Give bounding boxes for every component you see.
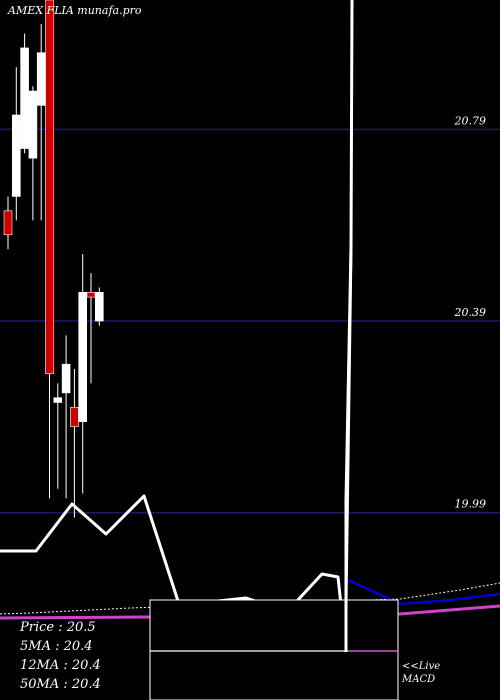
legend-5ma: 5MA : 20.4 [20, 639, 93, 654]
tick-label-0: 20.79 [454, 114, 487, 127]
candle-body-6 [53, 397, 63, 403]
candle-7 [61, 335, 71, 499]
candle-body-9 [78, 291, 87, 422]
candle-body-0 [3, 210, 13, 236]
candle-0 [3, 196, 13, 250]
legend: Price : 20.5 5MA : 20.4 12MA : 20.4 50MA… [20, 618, 101, 694]
candle-body-1 [12, 114, 21, 197]
candle-body-4 [36, 52, 46, 106]
candle-10 [86, 273, 96, 384]
legend-12ma: 12MA : 20.4 [20, 658, 101, 673]
legend-50ma: 50MA : 20.4 [20, 677, 101, 692]
candle-body-8 [70, 406, 79, 427]
candle-9 [78, 253, 87, 494]
macd-label: <<Live MACD [402, 660, 440, 686]
macd-box [149, 247, 399, 700]
y-tick-labels: 20.79 20.39 19.99 [454, 114, 487, 510]
macd-histogram-line [0, 604, 500, 620]
tick-label-1: 20.39 [454, 306, 487, 319]
macd-label-name: MACD [402, 674, 436, 685]
gridlines [0, 128, 500, 514]
legend-price: Price : 20.5 [20, 620, 96, 635]
candle-body-11 [95, 291, 104, 322]
volume-spike-overlay [344, 247, 353, 652]
candle-11 [95, 287, 104, 326]
macd-label-live: <<Live [402, 661, 441, 672]
tick-label-2: 19.99 [455, 498, 487, 511]
candle-body-3 [28, 90, 38, 159]
candle-2 [20, 33, 29, 154]
candles [3, 0, 104, 518]
chart-title: AMEX FLIA munafa.pro [8, 4, 142, 17]
candle-4 [36, 23, 46, 221]
candle-body-2 [20, 47, 29, 149]
candle-3 [28, 86, 38, 221]
candle-5 [45, 0, 54, 499]
candle-1 [12, 67, 21, 221]
macd-box-frame [149, 599, 399, 700]
candle-body-7 [61, 363, 71, 394]
candle-6 [53, 383, 63, 489]
macd-signal-line [347, 578, 500, 606]
candle-body-10 [86, 291, 96, 298]
candle-8 [70, 368, 79, 518]
candle-body-5 [45, 0, 54, 375]
